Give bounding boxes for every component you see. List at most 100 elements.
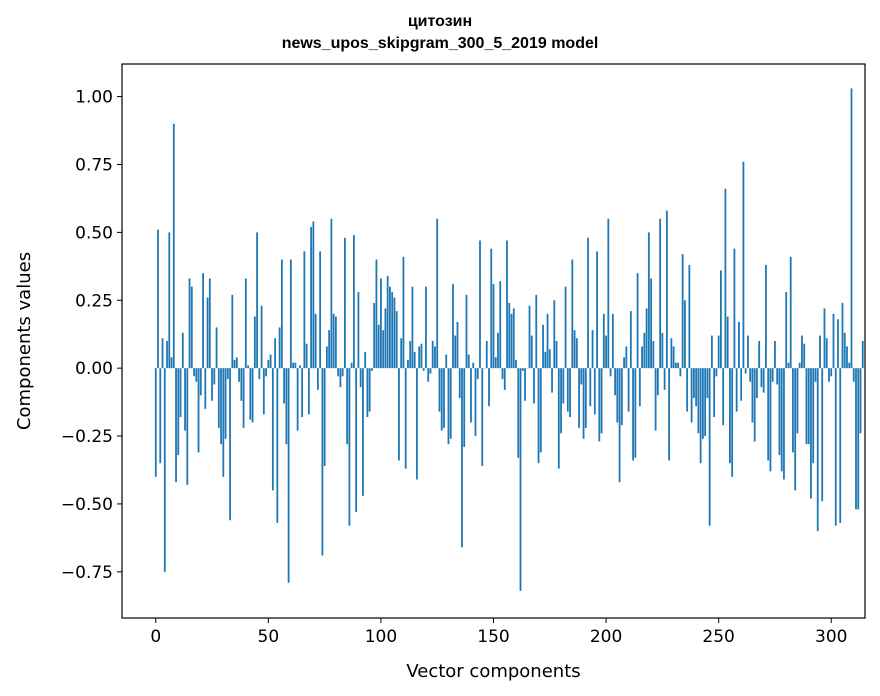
bar (465, 294, 468, 369)
y-tick-label: 0.50 (75, 223, 113, 243)
bar (738, 321, 740, 369)
y-tick-label: 0.00 (75, 359, 113, 379)
bar (402, 256, 405, 369)
bar (456, 321, 459, 369)
bar (708, 368, 711, 526)
bar (584, 368, 587, 428)
bar (692, 368, 695, 399)
bar (485, 341, 488, 369)
bar (172, 123, 175, 369)
bar (517, 368, 520, 458)
bar (503, 368, 506, 390)
x-tick-label: 100 (365, 627, 397, 647)
bar (825, 338, 828, 369)
bar (580, 368, 583, 385)
bar (418, 346, 421, 369)
bar (330, 218, 333, 369)
bar (600, 368, 603, 434)
bar (701, 368, 704, 439)
bar (656, 368, 659, 396)
bar (413, 351, 416, 369)
bar (713, 368, 716, 418)
bar (855, 368, 857, 510)
bar (715, 368, 718, 377)
bar (756, 368, 758, 399)
bar (168, 232, 171, 369)
bar (787, 362, 790, 369)
x-tick-label: 250 (702, 627, 734, 647)
bar (717, 335, 720, 369)
bar (749, 368, 752, 382)
bar (366, 368, 369, 418)
y-axis-label: Components values (14, 252, 35, 430)
bar (510, 313, 513, 369)
bar (224, 368, 227, 439)
bar (852, 368, 855, 382)
bar (846, 346, 848, 369)
bar (332, 313, 335, 369)
bar (238, 368, 240, 382)
bar (837, 319, 839, 369)
bar (497, 332, 499, 369)
bar (447, 368, 450, 445)
bar (220, 368, 222, 445)
bar (632, 368, 634, 461)
y-tick-label: 1.00 (75, 88, 113, 108)
bar (627, 368, 630, 412)
bar (636, 273, 639, 369)
bar (794, 368, 797, 491)
bar (645, 308, 648, 369)
bar (792, 368, 794, 453)
bar (217, 368, 220, 428)
bar (393, 297, 396, 369)
bar (350, 362, 353, 369)
bar (262, 368, 265, 415)
bar (416, 368, 418, 480)
bar (382, 330, 385, 369)
bar (539, 368, 542, 453)
bar (562, 368, 565, 404)
bar (375, 259, 378, 369)
bar (796, 368, 799, 434)
bar (166, 341, 168, 369)
bar (380, 278, 382, 369)
bar (575, 338, 578, 369)
bar (810, 368, 812, 499)
bar (672, 346, 675, 369)
bar (533, 368, 535, 404)
bar (260, 305, 263, 369)
bar (398, 368, 400, 461)
bar (267, 360, 270, 369)
bar (161, 338, 164, 369)
bar (258, 368, 261, 380)
bar (467, 354, 470, 369)
y-tick-label: 0.25 (75, 291, 113, 311)
bar (154, 368, 157, 477)
bar (850, 88, 853, 369)
bar (298, 365, 301, 369)
bar (386, 275, 389, 369)
bar (643, 332, 646, 369)
x-tick-label: 50 (258, 627, 280, 647)
bar (546, 313, 549, 369)
bar (177, 368, 180, 456)
bar (697, 368, 700, 434)
bar (805, 368, 808, 445)
bar (537, 368, 540, 464)
bar (215, 327, 218, 369)
bar (674, 362, 677, 369)
bar (242, 368, 245, 428)
bar (834, 368, 837, 526)
bar (276, 368, 279, 523)
bar (271, 368, 274, 491)
bar (470, 368, 472, 423)
bar (425, 286, 427, 369)
bar (704, 368, 707, 437)
bar (611, 313, 614, 369)
y-tick-label: 0.75 (75, 155, 113, 175)
bar (195, 368, 198, 382)
bar (364, 351, 367, 369)
bar (733, 248, 736, 369)
bar (661, 332, 664, 369)
